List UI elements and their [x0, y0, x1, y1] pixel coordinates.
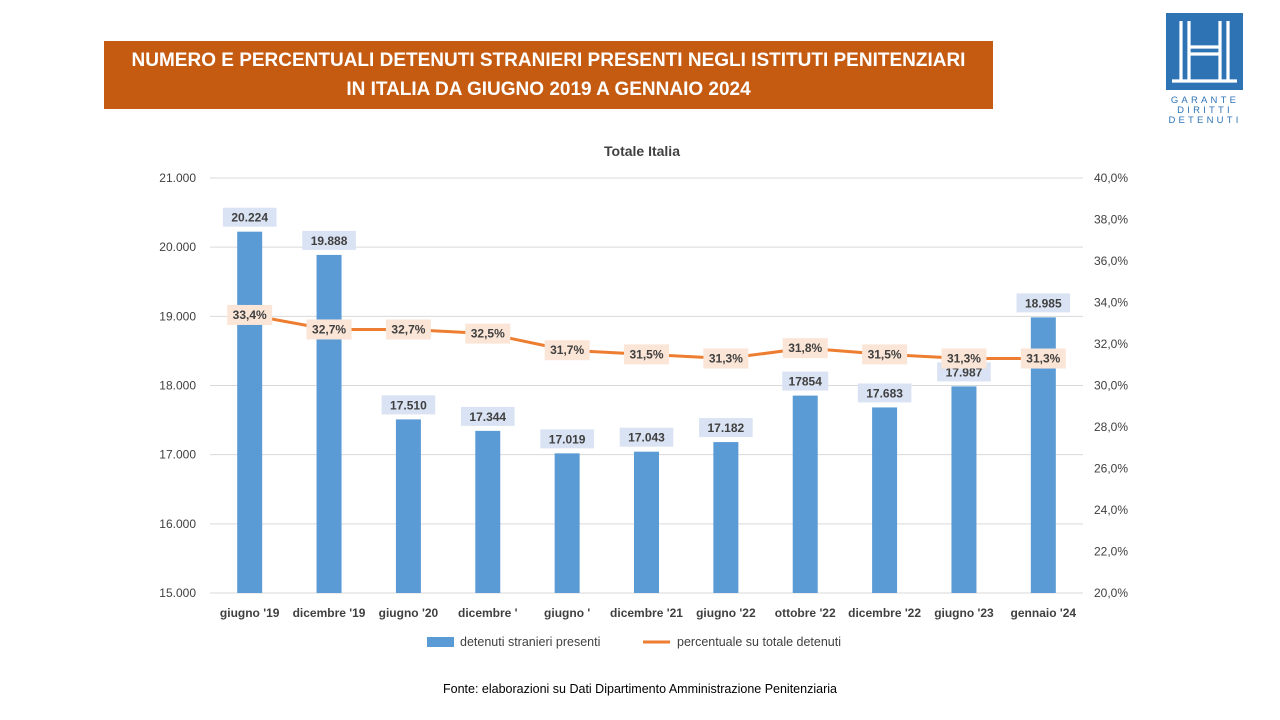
bar-data-label: 17.019	[549, 432, 586, 446]
bar-data-label-bg	[699, 418, 753, 438]
y-right-tick-label: 40,0%	[1094, 171, 1128, 185]
line-data-label: 31,3%	[1026, 352, 1060, 366]
chart: Totale Italia 15.000 16.000 17.000 18.000 19.…	[159, 143, 1128, 649]
logo: GARANTE DIRITTI DETENUTI	[1163, 13, 1247, 128]
bar-data-label: 17.987	[946, 365, 983, 379]
bar-data-label-bg	[222, 207, 277, 227]
line-data-label: 32,7%	[391, 322, 425, 336]
bar	[237, 231, 263, 593]
line-data-label-bg	[544, 340, 590, 361]
bar-data-label: 19.888	[311, 234, 348, 248]
logo-text-line-2: DIRITTI	[1177, 105, 1233, 116]
bar	[634, 451, 659, 593]
bar-data-label: 20.224	[231, 211, 268, 225]
line-data-label-bg	[385, 319, 431, 340]
title-line-1: NUMERO E PERCENTUALI DETENUTI STRANIERI …	[131, 50, 966, 71]
line-data-label-bg	[703, 348, 749, 369]
bar-data-label-bg	[540, 429, 594, 449]
line-data-label-bg	[782, 338, 828, 359]
x-tick-label: ottobre '22	[775, 606, 836, 620]
x-tick-label: giugno '23	[934, 606, 994, 620]
x-tick-label: giugno '19	[220, 606, 280, 620]
logo-mark	[1166, 13, 1243, 90]
bar-data-label: 17.683	[866, 386, 903, 400]
x-tick-label: dicembre '22	[848, 606, 921, 620]
line-data-label: 33,4%	[233, 308, 267, 322]
line-data-label-bg	[1020, 348, 1066, 369]
line-data-label: 31,5%	[868, 347, 902, 361]
source-note: Fonte: elaborazioni su Dati Dipartimento…	[443, 682, 837, 696]
x-tick-label: giugno '22	[696, 606, 756, 620]
line-data-label-bg	[227, 304, 273, 325]
y-right-tick-label: 22,0%	[1094, 545, 1128, 559]
y-right-tick-label: 30,0%	[1094, 379, 1128, 393]
y-left-tick-label: 20.000	[159, 240, 196, 254]
bar-data-label: 17.510	[390, 398, 427, 412]
title-banner: NUMERO E PERCENTUALI DETENUTI STRANIERI …	[104, 41, 993, 109]
bar-data-label: 17854	[789, 375, 823, 389]
y-right-tick-label: 26,0%	[1094, 462, 1128, 476]
y-left-tick-label: 21.000	[159, 171, 196, 185]
bar	[554, 453, 580, 593]
line-data-label-bg	[941, 348, 987, 369]
bar	[872, 407, 898, 593]
line-data-label-bg	[862, 344, 908, 365]
x-tick-label: giugno '20	[379, 606, 439, 620]
chart-title: Totale Italia	[604, 143, 680, 159]
line-data-label-bg	[465, 323, 511, 344]
bar	[475, 430, 501, 593]
logo-text-line-3: DETENUTI	[1168, 115, 1242, 126]
bar	[951, 386, 977, 593]
bar-data-label-bg	[1016, 293, 1071, 313]
bar	[792, 395, 818, 593]
y-left-tick-label: 19.000	[159, 309, 196, 323]
y-left-tick-label: 18.000	[159, 379, 196, 393]
y-right-tick-label: 28,0%	[1094, 420, 1128, 434]
line-data-label: 31,3%	[947, 352, 981, 366]
bar-data-label-bg	[782, 371, 829, 391]
bar	[316, 254, 342, 593]
title-line-2: IN ITALIA DA GIUGNO 2019 A GENNAIO 2024	[346, 79, 751, 100]
bar-data-label: 17.043	[628, 431, 665, 445]
y-left-tick-label: 17.000	[159, 448, 196, 462]
y-right-tick-label: 36,0%	[1094, 254, 1128, 268]
bar-data-label: 18.985	[1025, 296, 1062, 310]
legend-line-label: percentuale su totale detenuti	[677, 635, 841, 649]
y-left-tick-label: 15.000	[159, 586, 196, 600]
bar-data-label-bg	[381, 395, 436, 415]
line-data-label: 31,8%	[788, 341, 822, 355]
line-data-label: 31,7%	[550, 343, 584, 357]
x-tick-label: dicembre '21	[610, 606, 683, 620]
x-tick-label: dicembre '	[458, 606, 518, 620]
x-tick-label: giugno '	[544, 606, 590, 620]
x-tick-label: gennaio '24	[1011, 606, 1077, 620]
y-right-tick-label: 24,0%	[1094, 503, 1128, 517]
line-data-label: 32,5%	[471, 327, 505, 341]
line-data-label: 31,3%	[709, 352, 743, 366]
line-data-label: 32,7%	[312, 322, 346, 336]
bar-data-label-bg	[857, 383, 912, 403]
line-data-label: 31,5%	[629, 347, 663, 361]
line-data-label-bg	[306, 319, 352, 340]
logo-h-icon	[1172, 21, 1237, 83]
y-left-tick-label: 16.000	[159, 517, 196, 531]
y-right-tick-label: 34,0%	[1094, 296, 1128, 310]
y-right-tick-label: 38,0%	[1094, 213, 1128, 227]
legend-bar-swatch	[427, 637, 454, 647]
line-data-label-bg	[624, 344, 669, 365]
x-tick-label: dicembre '19	[293, 606, 366, 620]
bar-data-label: 17.182	[708, 421, 745, 435]
logo-text-line-1: GARANTE	[1170, 95, 1240, 106]
bar-data-label-bg	[302, 230, 356, 250]
y-right-tick-label: 32,0%	[1094, 337, 1128, 351]
bar-data-label: 17.344	[469, 410, 506, 424]
bar	[713, 442, 739, 593]
legend-bar-label: detenuti stranieri presenti	[460, 635, 600, 649]
bar	[395, 419, 421, 593]
y-right-tick-label: 20,0%	[1094, 586, 1128, 600]
bar-data-label-bg	[619, 427, 674, 447]
bar-data-label-bg	[460, 406, 515, 426]
